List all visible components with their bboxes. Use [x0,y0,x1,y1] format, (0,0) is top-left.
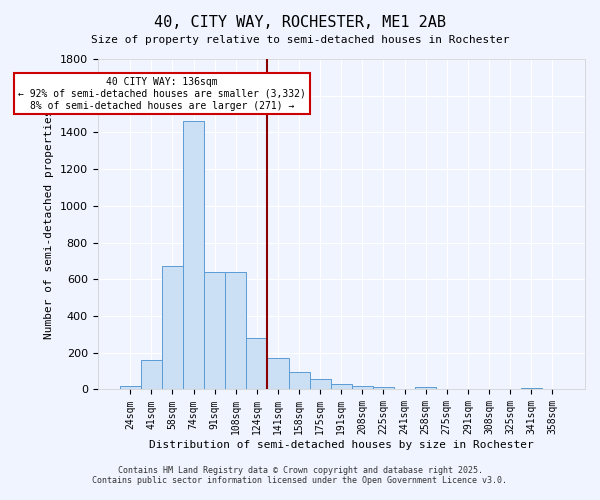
Bar [352,386,373,390]
Bar [268,358,289,390]
Bar [183,122,204,390]
Bar [521,388,542,390]
X-axis label: Distribution of semi-detached houses by size in Rochester: Distribution of semi-detached houses by … [149,440,533,450]
Bar [415,386,436,390]
Bar [162,266,183,390]
Bar [373,386,394,390]
Bar [289,372,310,390]
Text: 40 CITY WAY: 136sqm
← 92% of semi-detached houses are smaller (3,332)
8% of semi: 40 CITY WAY: 136sqm ← 92% of semi-detach… [18,78,306,110]
Bar [204,272,225,390]
Text: Size of property relative to semi-detached houses in Rochester: Size of property relative to semi-detach… [91,35,509,45]
Y-axis label: Number of semi-detached properties: Number of semi-detached properties [44,110,54,339]
Bar [141,360,162,390]
Text: 40, CITY WAY, ROCHESTER, ME1 2AB: 40, CITY WAY, ROCHESTER, ME1 2AB [154,15,446,30]
Bar [331,384,352,390]
Bar [225,272,247,390]
Bar [310,380,331,390]
Text: Contains HM Land Registry data © Crown copyright and database right 2025.
Contai: Contains HM Land Registry data © Crown c… [92,466,508,485]
Bar [247,338,268,390]
Bar [119,386,141,390]
